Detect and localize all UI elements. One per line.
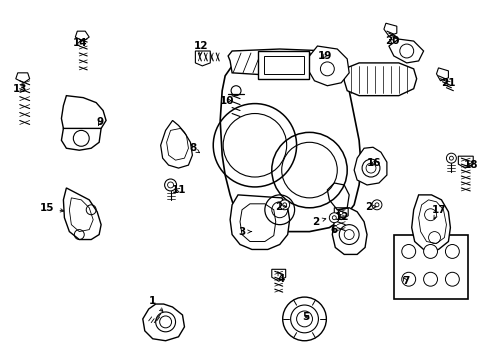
Text: 4: 4 <box>277 271 285 284</box>
Circle shape <box>282 297 325 341</box>
Circle shape <box>423 272 437 286</box>
Text: 21: 21 <box>441 78 455 88</box>
Polygon shape <box>228 49 339 76</box>
Text: 8: 8 <box>189 143 199 153</box>
Bar <box>393 235 468 299</box>
Text: 20: 20 <box>384 36 399 46</box>
Text: 11: 11 <box>171 185 186 195</box>
Polygon shape <box>61 96 106 133</box>
Text: 17: 17 <box>431 205 445 219</box>
Polygon shape <box>332 208 366 255</box>
Text: 16: 16 <box>366 158 381 168</box>
Text: 19: 19 <box>317 51 331 61</box>
Text: 9: 9 <box>96 117 103 127</box>
Circle shape <box>279 200 289 210</box>
Text: 2: 2 <box>275 202 286 212</box>
Text: 10: 10 <box>220 96 234 105</box>
Circle shape <box>423 244 437 258</box>
Polygon shape <box>307 46 348 86</box>
Text: 12: 12 <box>193 41 207 55</box>
Text: 12: 12 <box>335 212 349 222</box>
Polygon shape <box>411 195 449 249</box>
Text: 3: 3 <box>238 226 251 237</box>
Polygon shape <box>326 183 348 210</box>
Text: 2: 2 <box>364 202 375 212</box>
Circle shape <box>446 153 455 163</box>
Text: 6: 6 <box>329 225 337 235</box>
Polygon shape <box>230 195 289 249</box>
Bar <box>257 51 309 79</box>
Text: 5: 5 <box>302 312 309 322</box>
Polygon shape <box>142 304 184 341</box>
Circle shape <box>401 272 415 286</box>
Circle shape <box>445 244 458 258</box>
Polygon shape <box>344 63 416 96</box>
Text: 13: 13 <box>13 84 28 94</box>
Circle shape <box>445 272 458 286</box>
Polygon shape <box>63 188 101 239</box>
Polygon shape <box>388 39 423 63</box>
Polygon shape <box>161 121 192 168</box>
Text: 7: 7 <box>401 276 408 286</box>
Circle shape <box>401 244 415 258</box>
Circle shape <box>164 179 176 191</box>
Text: 1: 1 <box>148 296 163 311</box>
Circle shape <box>328 213 339 223</box>
Polygon shape <box>220 63 360 231</box>
Circle shape <box>371 200 381 210</box>
Text: 14: 14 <box>72 38 87 48</box>
Text: 2: 2 <box>311 217 325 227</box>
Bar <box>264 56 303 74</box>
Polygon shape <box>61 129 101 150</box>
Text: 15: 15 <box>40 203 63 213</box>
Text: 18: 18 <box>463 160 478 170</box>
Polygon shape <box>353 147 386 185</box>
